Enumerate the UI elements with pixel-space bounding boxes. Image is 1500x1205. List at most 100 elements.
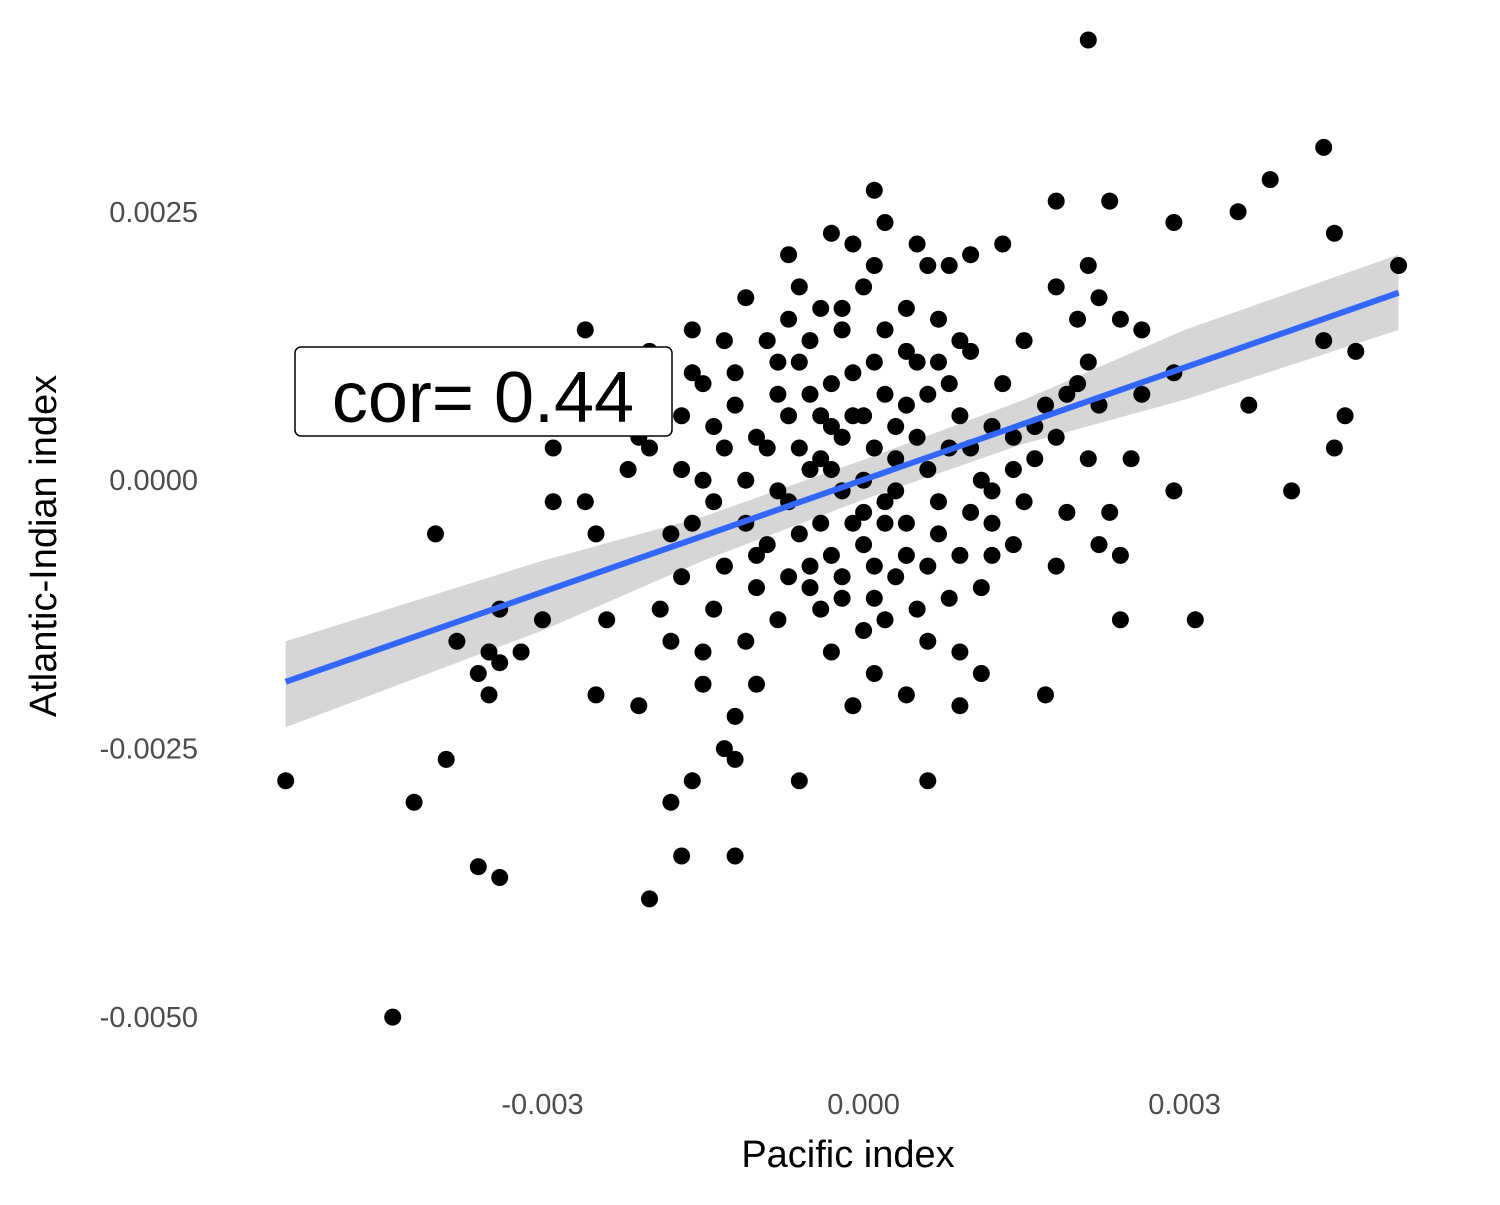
data-point bbox=[448, 632, 466, 650]
data-point bbox=[865, 257, 883, 274]
data-point bbox=[897, 546, 915, 564]
data-point bbox=[1047, 557, 1065, 575]
data-point bbox=[1101, 192, 1119, 210]
data-point bbox=[1079, 450, 1097, 468]
data-point bbox=[748, 546, 765, 564]
data-point bbox=[1037, 686, 1054, 704]
data-point bbox=[715, 332, 733, 350]
data-point bbox=[737, 471, 755, 489]
data-point bbox=[694, 675, 712, 693]
data-point bbox=[737, 632, 755, 650]
data-point bbox=[865, 665, 883, 682]
x-tick-label: 0.000 bbox=[827, 1089, 900, 1121]
data-point bbox=[587, 686, 605, 704]
data-point bbox=[1079, 353, 1097, 371]
y-tick-label: 0.0025 bbox=[109, 197, 198, 229]
data-point bbox=[887, 450, 905, 468]
data-point bbox=[1390, 257, 1408, 274]
data-point bbox=[769, 385, 787, 403]
data-point bbox=[1111, 611, 1129, 629]
data-point bbox=[544, 439, 562, 457]
data-point bbox=[833, 428, 851, 446]
data-point bbox=[705, 418, 723, 435]
data-point bbox=[1336, 407, 1354, 425]
data-point bbox=[919, 632, 937, 650]
data-point bbox=[1111, 546, 1129, 564]
data-point bbox=[1133, 321, 1151, 339]
data-point bbox=[491, 654, 509, 672]
y-axis-title: Atlantic-Indian index bbox=[23, 375, 65, 717]
data-point bbox=[822, 546, 840, 564]
data-point bbox=[1079, 257, 1097, 274]
data-point bbox=[683, 364, 701, 382]
data-point bbox=[790, 353, 808, 371]
y-tick-label: -0.0025 bbox=[100, 734, 198, 766]
data-point bbox=[951, 546, 969, 564]
data-point bbox=[983, 514, 1001, 532]
data-point bbox=[673, 407, 691, 425]
data-point bbox=[994, 235, 1012, 253]
data-point bbox=[822, 643, 840, 661]
data-point bbox=[897, 342, 915, 360]
data-point bbox=[726, 707, 744, 725]
annotation-box bbox=[294, 346, 673, 437]
data-point bbox=[919, 557, 937, 575]
data-point bbox=[758, 536, 776, 554]
data-point bbox=[865, 439, 883, 457]
data-point bbox=[822, 375, 840, 393]
fit-line-layer bbox=[284, 289, 1400, 685]
data-point bbox=[1037, 396, 1054, 414]
data-point bbox=[951, 332, 969, 350]
data-point bbox=[801, 557, 819, 575]
data-point bbox=[1315, 138, 1333, 156]
data-point bbox=[469, 665, 487, 682]
data-point bbox=[769, 482, 787, 500]
data-point bbox=[919, 385, 937, 403]
data-point bbox=[512, 643, 530, 661]
data-point bbox=[1047, 278, 1065, 296]
correlation-annotation: cor= 0.44 bbox=[294, 346, 673, 438]
data-point bbox=[855, 503, 873, 521]
data-point bbox=[812, 407, 830, 425]
data-point bbox=[576, 493, 594, 511]
data-point bbox=[544, 493, 562, 511]
data-point bbox=[919, 257, 937, 274]
data-point bbox=[876, 493, 894, 511]
data-point bbox=[1347, 342, 1365, 360]
data-point bbox=[1069, 310, 1087, 328]
data-point bbox=[833, 299, 851, 317]
data-point bbox=[1058, 503, 1076, 521]
data-point bbox=[662, 525, 680, 543]
data-point bbox=[962, 246, 980, 264]
data-point bbox=[683, 772, 701, 790]
data-point bbox=[1186, 611, 1204, 629]
data-point bbox=[576, 321, 594, 339]
data-point bbox=[1315, 332, 1333, 350]
data-point bbox=[855, 536, 873, 554]
data-point bbox=[715, 557, 733, 575]
data-point bbox=[780, 407, 798, 425]
data-point bbox=[1004, 536, 1022, 554]
data-point bbox=[865, 181, 883, 199]
data-point bbox=[887, 418, 905, 435]
data-point bbox=[780, 246, 798, 264]
data-point bbox=[1004, 428, 1022, 446]
data-point bbox=[480, 686, 498, 704]
data-point bbox=[801, 461, 819, 478]
data-point bbox=[790, 772, 808, 790]
data-point bbox=[972, 471, 990, 489]
data-point bbox=[855, 278, 873, 296]
data-point bbox=[1122, 450, 1140, 468]
data-point bbox=[812, 299, 830, 317]
data-point bbox=[737, 289, 755, 307]
data-point bbox=[683, 514, 701, 532]
data-point bbox=[790, 525, 808, 543]
data-point bbox=[801, 332, 819, 350]
data-point bbox=[844, 407, 862, 425]
data-point bbox=[715, 439, 733, 457]
data-point bbox=[1058, 385, 1076, 403]
data-point bbox=[534, 611, 551, 629]
data-point bbox=[951, 643, 969, 661]
data-point bbox=[384, 1008, 402, 1026]
data-point bbox=[641, 890, 658, 908]
